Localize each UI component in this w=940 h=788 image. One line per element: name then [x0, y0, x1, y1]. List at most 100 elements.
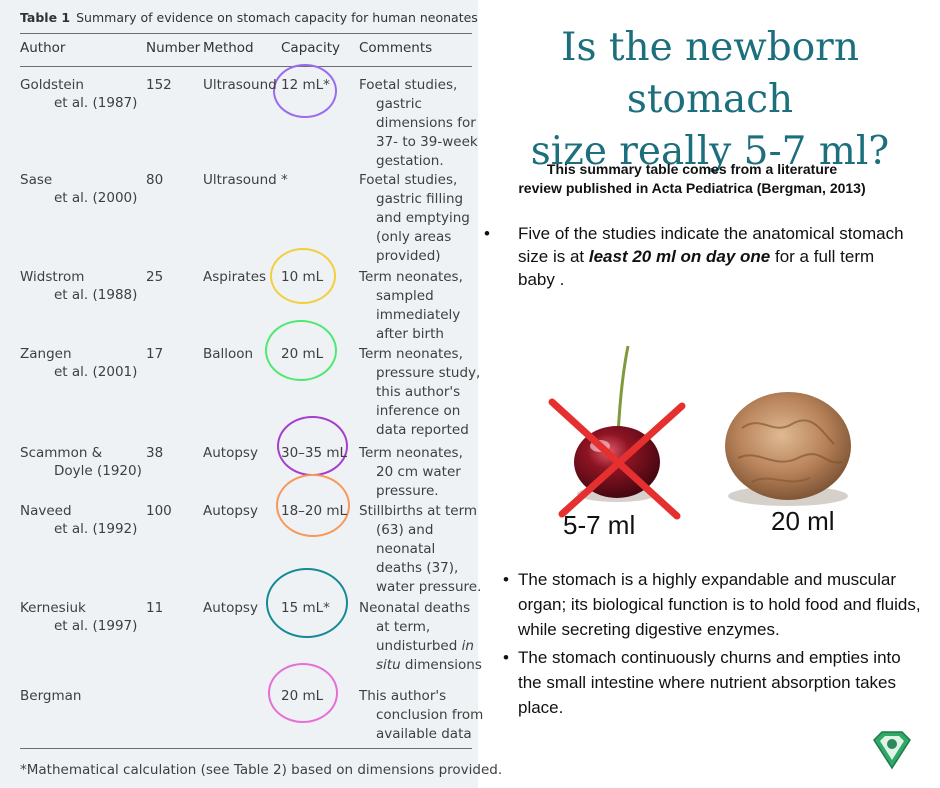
highlight-circle — [273, 64, 337, 119]
row-number: 80 — [146, 172, 164, 188]
row-method: Autopsy — [203, 600, 258, 616]
row-number: 38 — [146, 445, 164, 461]
row-comment-line: Term neonates, — [359, 445, 463, 461]
row-comment-line: situ dimensions — [376, 657, 482, 673]
source-summary-line2: review published in Acta Pediatrica (Ber… — [518, 180, 866, 196]
bullet-marker: • — [503, 570, 509, 589]
row-author: Widstrom — [20, 269, 85, 285]
row-author: Scammon & — [20, 445, 103, 461]
row-method: Balloon — [203, 346, 254, 362]
header-comments: Comments — [359, 40, 433, 56]
row-method: Autopsy — [203, 503, 258, 519]
row-method: Autopsy — [203, 445, 258, 461]
diamond-logo-icon — [873, 731, 911, 770]
row-capacity: 20 mL — [281, 346, 324, 362]
row-number: 152 — [146, 77, 172, 93]
source-summary-line1: This summary table comes from a literatu… — [546, 161, 838, 177]
row-method: Ultrasound — [203, 77, 277, 93]
row-comment-line: gestation. — [376, 153, 444, 169]
row-author: Bergman — [20, 688, 82, 704]
row-comment-line: pressure study, — [376, 365, 481, 381]
row-capacity: 20 mL — [281, 688, 324, 704]
row-author-cont: Doyle (1920) — [54, 463, 142, 479]
row-number: 17 — [146, 346, 164, 362]
row-comment-line: (only areas — [376, 229, 452, 245]
highlight-circle — [268, 663, 338, 723]
row-author-cont: et al. (1992) — [54, 521, 138, 537]
row-comment-line: after birth — [376, 326, 444, 342]
row-comment-line: Term neonates, — [359, 346, 463, 362]
row-method: Ultrasound — [203, 172, 277, 188]
row-number: 11 — [146, 600, 164, 616]
row-comment-line: undisturbed in — [376, 638, 474, 654]
row-author-cont: et al. (1988) — [54, 287, 138, 303]
row-capacity: 15 mL* — [281, 600, 330, 616]
highlight-circle — [265, 320, 337, 382]
row-comment-line: conclusion from — [376, 707, 484, 723]
table-header-rule — [20, 66, 472, 67]
intro-emphasis: least 20 ml on day one — [588, 247, 771, 266]
header-capacity: Capacity — [281, 40, 340, 56]
row-author: Naveed — [20, 503, 72, 519]
table-caption-text: Summary of evidence on stomach capacity … — [76, 10, 478, 25]
row-comment-line: Neonatal deaths — [359, 600, 471, 616]
row-author: Sase — [20, 172, 53, 188]
row-comment-line: data reported — [376, 422, 469, 438]
row-comment-line: 20 cm water — [376, 464, 461, 480]
row-comment-line: at term, — [376, 619, 431, 635]
intro-text-after: for a full term baby . — [518, 247, 875, 289]
source-summary: This summary table comes from a literatu… — [482, 160, 902, 198]
row-comment-line: sampled — [376, 288, 434, 304]
highlight-circle — [276, 474, 350, 537]
page-title-line1: Is the newborn stomach — [561, 25, 859, 122]
row-comment-line: This author's — [359, 688, 447, 704]
row-comment-line: immediately — [376, 307, 461, 323]
row-author-cont: et al. (2001) — [54, 364, 138, 380]
bullet-text: The stomach continuously churns and empt… — [518, 648, 901, 717]
table-footnote: *Mathematical calculation (see Table 2) … — [20, 762, 503, 778]
row-author: Zangen — [20, 346, 72, 362]
row-comment-line: and emptying — [376, 210, 470, 226]
stomach-bullets: • The stomach is a highly expandable and… — [497, 567, 927, 723]
row-comment-line: Foetal studies, — [359, 77, 458, 93]
row-capacity: 10 mL — [281, 269, 324, 285]
row-comment-line: inference on — [376, 403, 461, 419]
page-title-line2: size really 5-7 ml? — [530, 129, 890, 174]
row-comment-line: deaths (37), — [376, 560, 459, 576]
list-item: • The stomach is a highly expandable and… — [497, 567, 927, 642]
cherry-label: 5-7 ml — [563, 510, 636, 540]
row-comment-line: neonatal — [376, 541, 436, 557]
row-author-cont: et al. (1997) — [54, 618, 138, 634]
highlight-circle — [266, 568, 348, 638]
walnut-label: 20 ml — [771, 506, 835, 536]
row-capacity: 12 mL* — [281, 77, 330, 93]
summary-table: Table 1 Summary of evidence on stomach ca… — [0, 0, 502, 788]
table-top-rule — [20, 33, 472, 34]
row-comment-line: gastric — [376, 96, 422, 112]
header-author: Author — [20, 40, 66, 56]
bullet-marker: • — [484, 224, 490, 243]
row-method: Aspirates — [203, 269, 267, 285]
row-number: 25 — [146, 269, 164, 285]
row-comment-line: water pressure. — [376, 579, 482, 595]
row-comment-line: Stillbirths at term — [359, 503, 478, 519]
row-comment-line: dimensions for — [376, 115, 476, 131]
intro-bullet-text: Five of the studies indicate the anatomi… — [518, 222, 913, 291]
row-comment-line: Term neonates, — [359, 269, 463, 285]
row-comment-line: 37- to 39-week — [376, 134, 478, 150]
row-comment-line: pressure. — [376, 483, 439, 499]
header-method: Method — [203, 40, 254, 56]
row-author: Goldstein — [20, 77, 84, 93]
bullet-marker: • — [503, 648, 509, 667]
table-caption: Table 1 Summary of evidence on stomach ca… — [20, 10, 478, 25]
row-author: Kernesiuk — [20, 600, 86, 616]
row-comment-line: Foetal studies, — [359, 172, 458, 188]
cherry-walnut-photo — [548, 345, 851, 520]
row-comment-line: available data — [376, 726, 472, 742]
cherry-stem — [616, 345, 630, 437]
bullet-text: The stomach is a highly expandable and m… — [518, 570, 921, 639]
header-number: Number — [146, 40, 201, 56]
row-comment-line: provided) — [376, 248, 441, 264]
intro-text-before: Five of the studies indicate the anatomi… — [518, 224, 904, 266]
row-comment-line: (63) and — [376, 522, 434, 538]
